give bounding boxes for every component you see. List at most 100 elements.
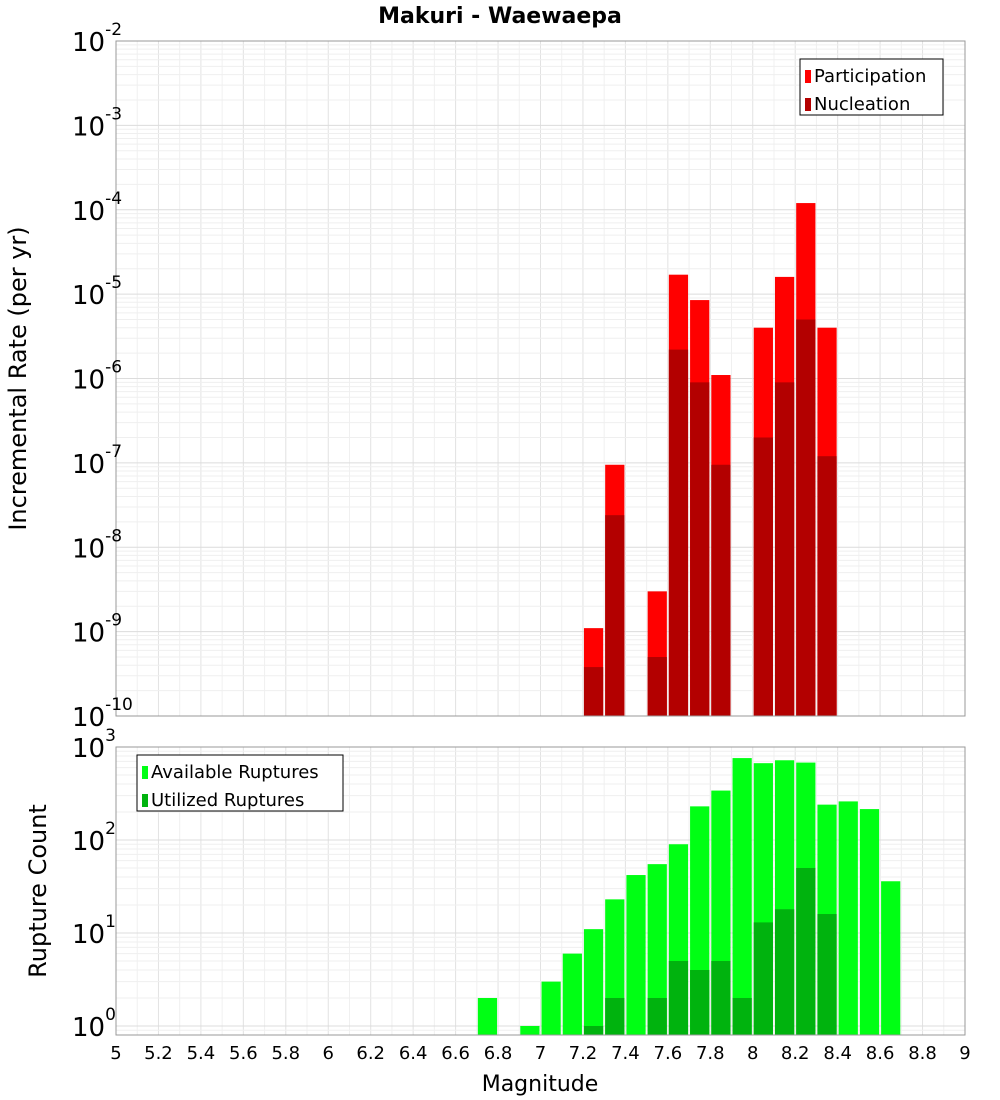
bottom-legend: Available Ruptures Utilized Ruptures: [136, 754, 344, 812]
bar-available-ruptures: [583, 929, 604, 1035]
bar-nucleation: [647, 657, 667, 716]
bar-nucleation: [711, 464, 731, 716]
bar-utilized-ruptures: [605, 997, 625, 1035]
legend-label: Nucleation: [814, 94, 910, 115]
x-tick-label: 6.4: [399, 1043, 428, 1064]
bar-available-ruptures: [562, 953, 582, 1035]
bar-utilized-ruptures: [668, 960, 689, 1035]
y-tick-exponent: 3: [105, 726, 116, 746]
bar-available-ruptures: [838, 801, 858, 1035]
y-tick-label: 10-7: [72, 442, 122, 480]
bottom-plot-frame: [115, 746, 966, 1036]
y-tick-exponent: -6: [105, 358, 122, 378]
bar-nucleation: [753, 437, 773, 716]
y-tick-label: 102: [72, 819, 116, 857]
x-tick-label: 5: [110, 1043, 121, 1064]
x-tick-label: 5.6: [229, 1043, 258, 1064]
y-tick-exponent: -8: [105, 526, 122, 546]
legend-label: Utilized Ruptures: [151, 790, 304, 811]
bar-utilized-ruptures: [796, 867, 816, 1035]
bar-utilized-ruptures: [817, 914, 837, 1035]
x-tick-label: 6: [323, 1043, 334, 1064]
y-tick-exponent: -3: [105, 104, 122, 124]
bottom-bars: [477, 758, 901, 1035]
x-tick-label: 8.8: [908, 1043, 937, 1064]
bar-available-ruptures: [732, 758, 752, 1035]
y-tick-label: 10-3: [72, 104, 122, 142]
x-tick-label: 5.2: [144, 1043, 173, 1064]
y-tick-exponent: -2: [105, 20, 122, 40]
y-tick-label: 10-8: [72, 526, 122, 564]
bar-available-ruptures: [626, 875, 646, 1035]
y-tick-exponent: 2: [105, 819, 116, 839]
legend-swatch: [142, 794, 148, 807]
legend-label: Available Ruptures: [151, 762, 319, 783]
bar-available-ruptures: [647, 864, 667, 1035]
y-tick-exponent: 1: [105, 912, 116, 932]
x-tick-label: 9: [959, 1043, 970, 1064]
bar-utilized-ruptures: [647, 997, 667, 1035]
y-tick-label: 10-2: [72, 20, 122, 58]
x-tick-label: 5.8: [271, 1043, 300, 1064]
x-tick-label: 6.8: [484, 1043, 513, 1064]
y-tick-label: 10-10: [72, 695, 133, 733]
bar-available-ruptures: [477, 997, 498, 1035]
top-y-axis-label: Incremental Rate (per yr): [4, 226, 32, 530]
x-tick-label: 8.6: [866, 1043, 895, 1064]
x-tick-label: 8.4: [823, 1043, 852, 1064]
participation-nucleation-panel: 10-2 10-3 10-4 10-5 10-6 10-7 10-8 10-9 10-10 In…: [4, 20, 966, 733]
top-grid: [115, 40, 966, 717]
y-tick-exponent: 0: [105, 1005, 116, 1025]
bar-utilized-ruptures: [583, 1025, 604, 1035]
x-tick-label: 8: [747, 1043, 758, 1064]
x-tick-label: 6.6: [441, 1043, 470, 1064]
y-tick-label: 103: [72, 726, 116, 764]
top-bars: [583, 203, 837, 716]
y-tick-exponent: -7: [105, 442, 122, 462]
top-y-tick-labels: 10-2 10-3 10-4 10-5 10-6 10-7 10-8 10-9 10-10: [72, 20, 133, 733]
y-tick-exponent: -9: [105, 611, 122, 631]
bar-utilized-ruptures: [753, 922, 773, 1035]
bar-available-ruptures: [520, 1025, 540, 1035]
x-tick-labels: 5 5.2 5.4 5.6 5.8 6 6.2 6.4 6.6 6.8 7 7.2 7.4 7.6 7.8 8…: [110, 1043, 970, 1064]
legend-swatch: [805, 98, 811, 111]
bar-utilized-ruptures: [774, 909, 795, 1035]
legend-box: [136, 754, 344, 812]
y-tick-exponent: -5: [105, 273, 122, 293]
y-tick-label: 10-9: [72, 611, 122, 649]
bar-utilized-ruptures: [690, 969, 710, 1035]
chart-title: Makuri - Waewaepa: [378, 4, 622, 29]
x-tick-label: 7.6: [654, 1043, 683, 1064]
y-tick-exponent: -4: [105, 189, 122, 209]
legend-swatch: [142, 766, 148, 779]
x-tick-label: 7.2: [569, 1043, 598, 1064]
y-tick-label: 101: [72, 912, 116, 950]
bar-nucleation: [583, 667, 604, 716]
bar-nucleation: [690, 382, 710, 716]
x-tick-label: 7.8: [696, 1043, 725, 1064]
bar-nucleation: [796, 319, 816, 716]
y-tick-label: 100: [72, 1005, 116, 1043]
bar-nucleation: [774, 382, 795, 716]
x-tick-label: 5.4: [187, 1043, 216, 1064]
bar-available-ruptures: [541, 981, 561, 1035]
top-plot-frame: [115, 40, 966, 717]
y-tick-label: 10-5: [72, 273, 122, 311]
x-axis-label: Magnitude: [482, 1072, 599, 1097]
bar-nucleation: [668, 349, 689, 716]
x-tick-label: 7.4: [611, 1043, 640, 1064]
x-tick-label: 8.2: [781, 1043, 810, 1064]
bar-available-ruptures: [859, 809, 880, 1035]
top-legend: Participation Nucleation: [799, 58, 944, 116]
y-tick-label: 10-4: [72, 189, 122, 227]
bottom-y-axis-label: Rupture Count: [24, 804, 52, 978]
bar-nucleation: [817, 456, 837, 716]
bar-nucleation: [605, 515, 625, 716]
x-tick-label: 6.2: [356, 1043, 385, 1064]
bar-utilized-ruptures: [711, 960, 731, 1035]
legend-swatch: [805, 70, 811, 83]
legend-label: Participation: [814, 66, 926, 87]
